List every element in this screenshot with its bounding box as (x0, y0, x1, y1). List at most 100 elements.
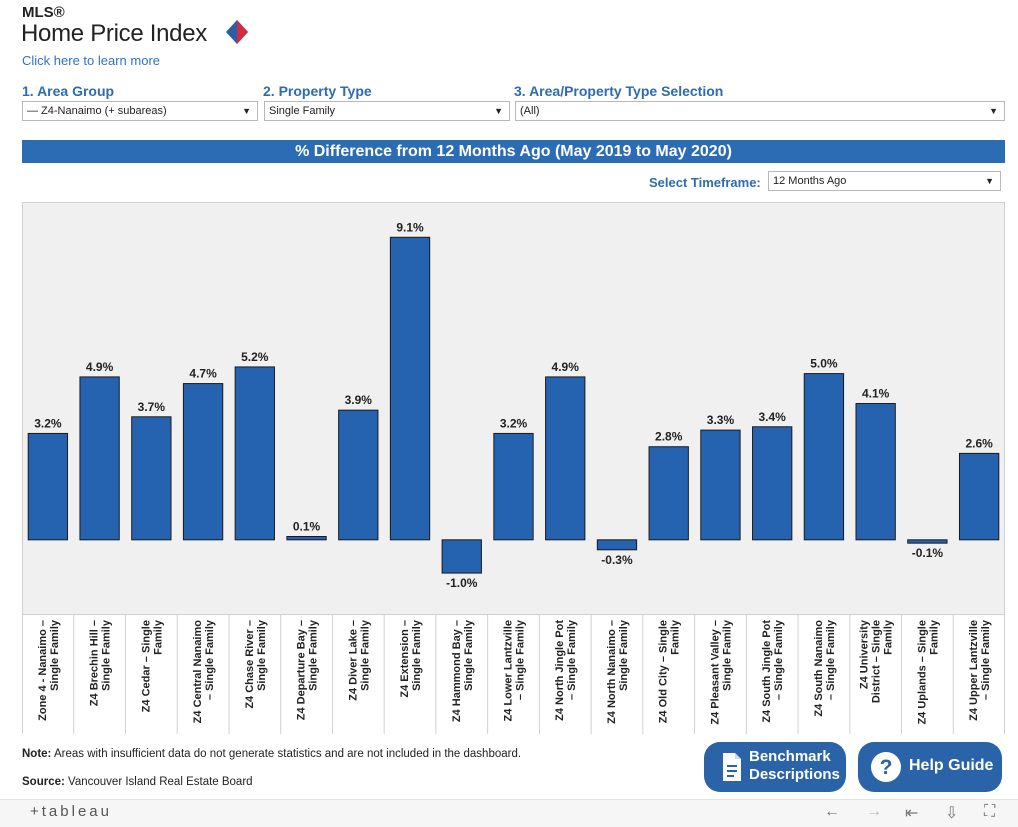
chevron-down-icon: ▼ (242, 106, 251, 116)
x-tick-label: Z4 Pleasant Valley – Single Family (709, 619, 733, 724)
bar[interactable] (79, 376, 120, 541)
x-tick-label-line: – Single Family (566, 619, 578, 700)
x-tick-label: Z4 Chase River – Single Family (244, 619, 268, 709)
x-tick-label-line: Z4 Extension – (399, 620, 411, 698)
property-type-select[interactable]: Single Family ▼ (264, 101, 510, 121)
bar[interactable] (338, 409, 379, 541)
x-tick-label-line: Single Family (618, 619, 630, 691)
x-tick-label: Z4 Old City – Single Family (658, 619, 682, 723)
data-label: -0.3% (601, 553, 633, 567)
page-title: Home Price Index (21, 20, 207, 47)
bar[interactable] (27, 432, 69, 541)
data-label: 9.1% (396, 220, 424, 234)
x-tick-label-line: Z4 Central Nanaimo (192, 620, 204, 724)
area-group-label: 1. Area Group (22, 83, 115, 99)
bar[interactable] (545, 376, 586, 541)
x-tick-label-line: Z4 Lower Lantzville (503, 620, 515, 721)
mls-logo-text: MLS® (22, 4, 65, 21)
chevron-down-icon: ▼ (985, 176, 994, 186)
help-guide-button[interactable]: ? Help Guide (858, 742, 1002, 792)
x-tick-label-line: – Single Family (980, 619, 992, 700)
data-label: 4.9% (86, 360, 114, 374)
x-tick-label: Z4 Central Nanaimo – Single Family (192, 619, 216, 723)
bar[interactable] (855, 403, 896, 541)
x-tick-label: Z4 Cedar – Single Family (140, 619, 164, 712)
area-property-selection-label: 3. Area/Property Type Selection (514, 83, 724, 99)
data-label: 2.6% (965, 436, 993, 450)
bar[interactable] (700, 429, 741, 541)
bar[interactable] (803, 373, 845, 541)
learn-more-link[interactable]: Click here to learn more (22, 53, 160, 68)
bar[interactable] (234, 366, 275, 541)
x-tick-label-line: – Single Family (825, 619, 837, 700)
bar[interactable] (389, 236, 431, 541)
data-label: 5.0% (810, 357, 838, 371)
timeframe-select[interactable]: 12 Months Ago ▼ (768, 171, 1001, 191)
x-tick-label: Z4 Uplands – Single Family (916, 619, 940, 724)
undo-icon[interactable]: ← (824, 803, 840, 820)
bar[interactable] (907, 539, 948, 544)
document-icon (723, 753, 741, 781)
x-tick-label-line: Z4 Cedar – Single (140, 620, 152, 712)
help-question-icon: ? (871, 752, 901, 782)
x-tick-label-line: Single Family (411, 619, 423, 691)
x-tick-label-line: Z4 Brechin Hill – (89, 620, 101, 706)
bar[interactable] (286, 536, 327, 541)
x-tick-label-line: Z4 Chase River – (244, 620, 256, 709)
x-tick-label-line: Z4 Hammond Bay – (451, 620, 463, 722)
x-tick-label-line: Z4 South Jingle Pot (761, 620, 773, 723)
chart-banner-title: % Difference from 12 Months Ago (May 201… (22, 140, 1005, 163)
bar[interactable] (131, 416, 172, 541)
bar[interactable] (958, 452, 1000, 541)
data-label: 3.3% (707, 413, 735, 427)
x-tick-label: Z4 South Jingle Pot – Single Family (761, 619, 785, 723)
x-tick-label-line: Z4 North Jingle Pot (554, 620, 566, 721)
fullscreen-icon[interactable]: ⛶ (984, 803, 996, 820)
bar[interactable] (182, 383, 224, 541)
data-label: 3.7% (138, 400, 166, 414)
svg-text:?: ? (880, 756, 893, 779)
help-guide-label: Help Guide (909, 757, 994, 774)
x-tick-label-line: Z4 North Nanaimo – (606, 620, 618, 724)
x-tick-label-line: Z4 Departure Bay – (296, 620, 308, 720)
chevron-down-icon: ▼ (494, 106, 503, 116)
area-group-select[interactable]: — Z4-Nanaimo (+ subareas) ▼ (22, 101, 258, 121)
note-text: Note: Areas with insufficient data do no… (22, 748, 522, 760)
benchmark-descriptions-button[interactable]: Benchmark Descriptions (704, 742, 846, 792)
data-label: 2.8% (655, 430, 683, 444)
x-tick-label-line: Family (670, 619, 682, 655)
bar[interactable] (752, 426, 793, 541)
x-tick-label: Z4 Brechin Hill – Single Family (89, 619, 113, 706)
x-tick-label: Zone 4 - Nanaimo – Single Family (37, 619, 61, 721)
x-tick-label-line: Single Family (308, 619, 320, 691)
x-tick-label-line: Single Family (256, 619, 268, 691)
x-tick-label: Z4 Upper Lantzville – Single Family (968, 619, 992, 721)
bar[interactable] (441, 539, 482, 574)
timeframe-label: Select Timeframe: (649, 175, 761, 190)
data-label: 3.2% (500, 416, 528, 430)
x-tick-label-line: Z4 Pleasant Valley – (709, 620, 721, 725)
data-label: 4.1% (862, 387, 890, 401)
x-tick-label-line: Family (883, 619, 895, 655)
logo-diamond-icon (226, 20, 248, 44)
download-icon[interactable]: ⇩ (945, 805, 959, 822)
bar[interactable] (596, 539, 638, 551)
x-tick-label-line: Single Family (359, 619, 371, 691)
bar[interactable] (493, 432, 534, 541)
x-tick-label: Z4 Lower Lantzville – Single Family (503, 619, 527, 721)
x-tick-label: Z4 University District – Single Family (859, 619, 895, 703)
x-tick-label: Z4 North Jingle Pot – Single Family (554, 619, 578, 721)
revert-icon[interactable]: ⇤ (905, 805, 919, 822)
area-property-selection-select[interactable]: (All) ▼ (515, 101, 1005, 121)
x-tick-label-line: Single Family (49, 619, 61, 691)
data-label: 5.2% (241, 350, 269, 364)
tableau-logo[interactable]: +tableau (30, 803, 112, 820)
x-tick-label-line: District – Single (871, 620, 883, 703)
bar[interactable] (648, 446, 689, 541)
data-label: -1.0% (446, 576, 478, 590)
x-tick-label: Z4 Hammond Bay – Single Family (451, 619, 475, 722)
benchmark-label-line2: Descriptions (749, 766, 840, 783)
redo-icon[interactable]: → (866, 803, 882, 820)
bar-chart: 3.2% Zone 4 - Nanaimo – Single Family 4.9% Z… (27, 220, 1000, 734)
x-tick-label-line: Family (152, 619, 164, 655)
